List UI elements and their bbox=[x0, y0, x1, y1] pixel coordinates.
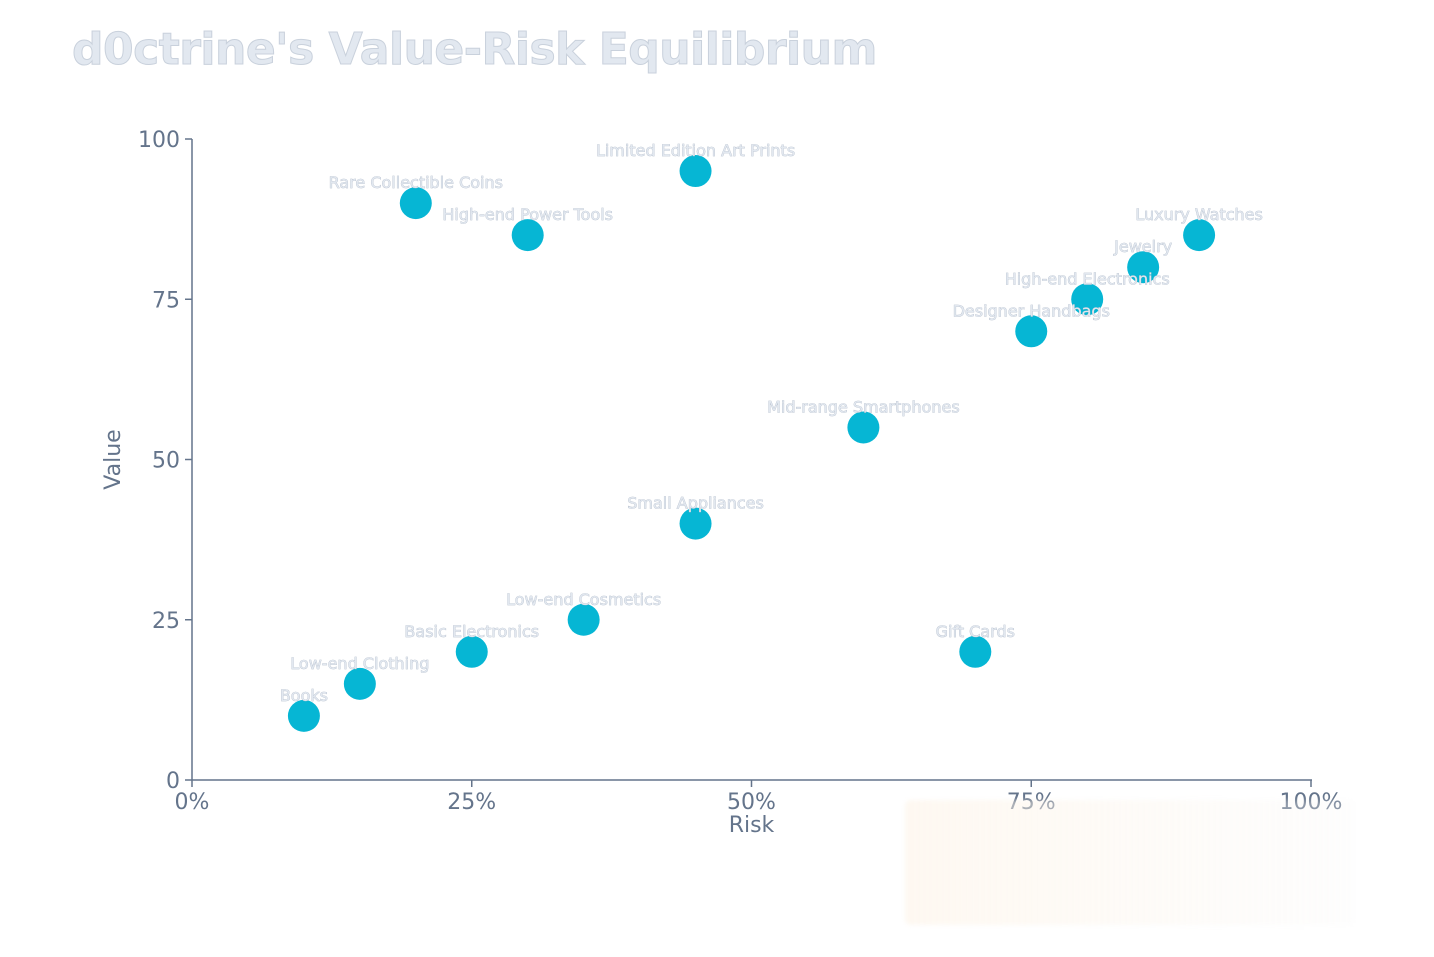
scatter-point bbox=[1071, 283, 1104, 316]
point-label: Limited Edition Art Prints bbox=[596, 141, 795, 160]
point-label: Books bbox=[280, 686, 328, 705]
scatter-point bbox=[567, 603, 600, 636]
data-points bbox=[287, 155, 1216, 732]
point-label: Mid-range Smartphones bbox=[767, 397, 960, 416]
point-label: Rare Collectible Coins bbox=[329, 173, 503, 192]
scatter-point bbox=[847, 411, 880, 444]
x-tick-label: 25% bbox=[447, 790, 496, 815]
y-axis-title: Value bbox=[101, 429, 126, 489]
y-tick-label: 100 bbox=[138, 128, 180, 153]
x-tick-label: 50% bbox=[727, 790, 776, 815]
point-label: High-end Electronics bbox=[1005, 269, 1170, 288]
y-tick-label: 25 bbox=[152, 609, 180, 634]
point-label: Basic Electronics bbox=[404, 622, 539, 641]
y-tick-label: 75 bbox=[152, 288, 180, 313]
scatter-point bbox=[679, 155, 712, 188]
point-labels: Books Low-end Clothing Basic Electronics Lo… bbox=[280, 141, 1264, 705]
point-label: Low-end Cosmetics bbox=[506, 590, 661, 609]
scatter-point bbox=[959, 635, 992, 668]
scatter-point bbox=[679, 507, 712, 540]
point-label: Luxury Watches bbox=[1135, 205, 1263, 224]
point-label: Gift Cards bbox=[936, 622, 1015, 641]
scatter-point bbox=[1015, 315, 1048, 348]
y-tick-label: 50 bbox=[152, 449, 180, 474]
point-label: Jewelry bbox=[1113, 237, 1172, 256]
x-tick-label: 0% bbox=[175, 790, 210, 815]
point-label: Designer Handbags bbox=[953, 301, 1110, 320]
scatter-point bbox=[455, 635, 488, 668]
point-label: High-end Power Tools bbox=[442, 205, 613, 224]
point-label: Small Appliances bbox=[627, 494, 764, 513]
x-axis-title: Risk bbox=[729, 813, 775, 838]
scatter-point bbox=[399, 187, 432, 220]
chart-title: d0ctrine's Value-Risk Equilibrium bbox=[72, 24, 878, 76]
scatter-point bbox=[343, 667, 376, 700]
scatter-point bbox=[287, 699, 320, 732]
scatter-point bbox=[1127, 251, 1160, 284]
scatter-point bbox=[511, 219, 544, 252]
y-tick-label: 0 bbox=[166, 769, 180, 794]
point-label: Low-end Clothing bbox=[290, 654, 429, 673]
scatter-point bbox=[1183, 219, 1216, 252]
watermark-logo bbox=[905, 800, 1355, 925]
